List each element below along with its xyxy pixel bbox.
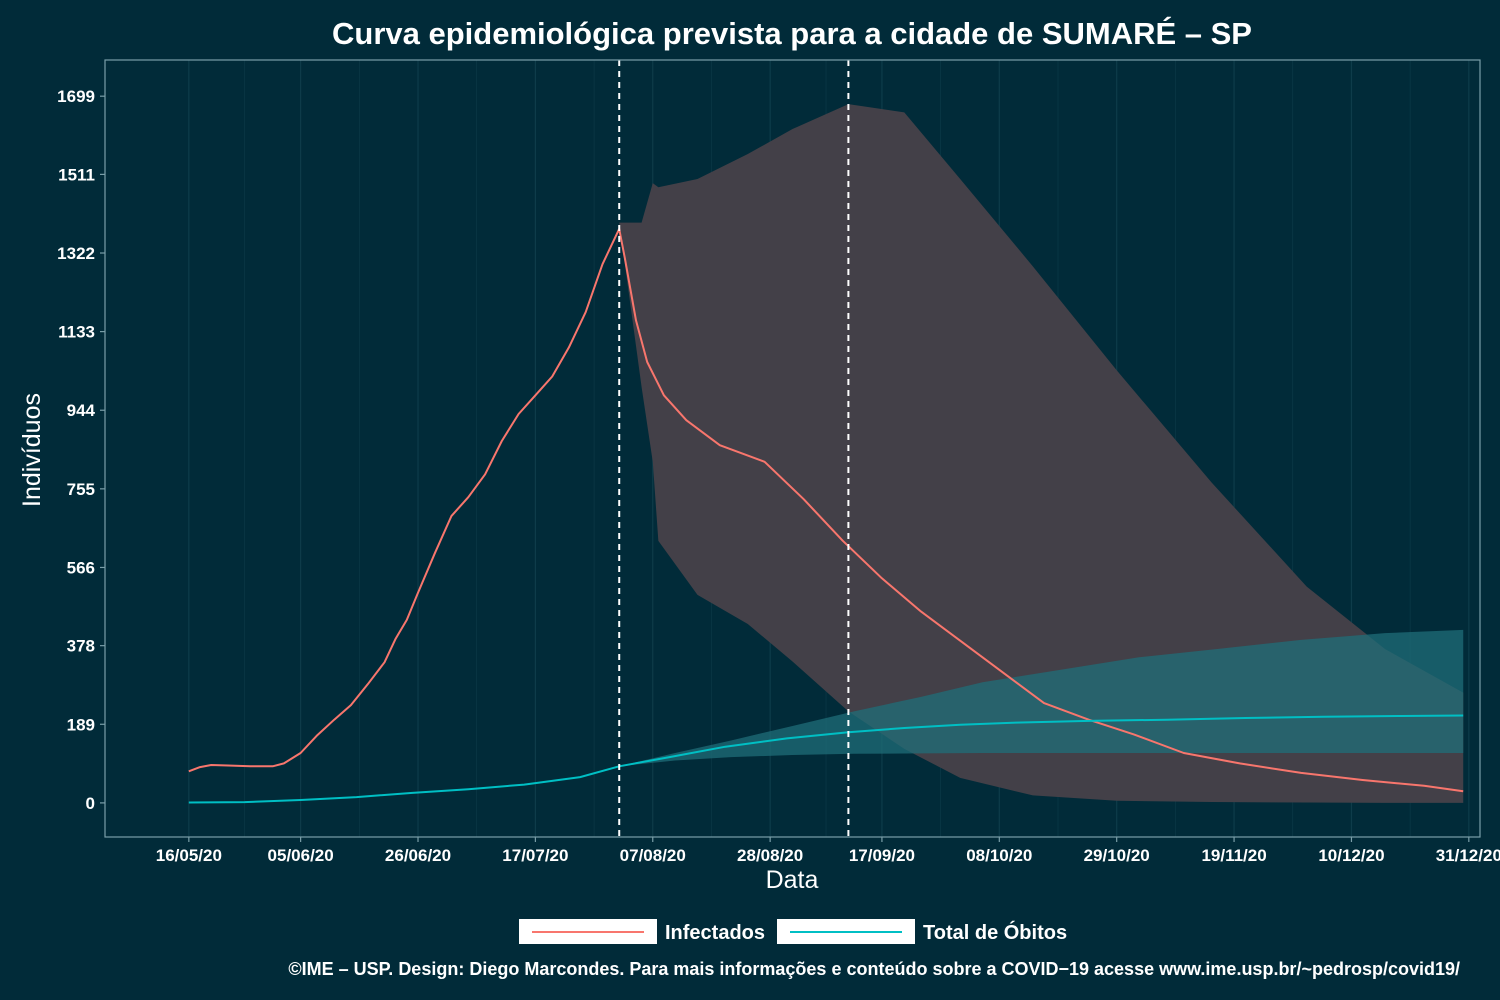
y-axis: 0 189 378 566 755 944 1133 1322 1511 1699 [57, 87, 105, 813]
band-obitos [619, 629, 1464, 767]
chart-title: Curva epidemiológica prevista para a cid… [332, 16, 1252, 51]
x-tick-label: 07/08/20 [620, 846, 686, 865]
x-tick-label: 05/06/20 [268, 846, 334, 865]
x-axis: 16/05/20 05/06/20 26/06/20 17/07/20 07/08/20… [156, 837, 1500, 865]
confidence-bands [619, 104, 1464, 803]
y-tick-label: 566 [67, 558, 95, 577]
band-infectados [619, 104, 1464, 803]
x-tick-label: 16/05/20 [156, 846, 222, 865]
y-tick-label: 1322 [57, 244, 95, 263]
x-tick-label: 28/08/20 [737, 846, 803, 865]
y-tick-label: 189 [67, 715, 95, 734]
reference-lines [618, 60, 850, 837]
y-tick-label: 1699 [57, 87, 95, 106]
legend-label-infectados: Infectados [665, 922, 765, 944]
caption: ©IME – USP. Design: Diego Marcondes. Par… [288, 959, 1460, 979]
y-tick-label: 0 [86, 794, 95, 813]
x-tick-label: 10/12/20 [1318, 846, 1384, 865]
x-tick-label: 08/10/20 [966, 846, 1032, 865]
x-axis-title: Data [766, 866, 819, 894]
y-tick-label: 378 [67, 637, 95, 656]
y-tick-label: 944 [67, 401, 96, 420]
y-tick-label: 1511 [58, 165, 95, 184]
line-infectados [188, 227, 1464, 793]
x-tick-label: 29/10/20 [1084, 846, 1150, 865]
x-tick-label: 26/06/20 [385, 846, 451, 865]
x-tick-label: 31/12/20 [1436, 846, 1500, 865]
line-obitos [188, 714, 1464, 804]
y-axis-title: Indivíduos [18, 393, 46, 507]
x-tick-label: 19/11/20 [1201, 846, 1266, 865]
series-lines [188, 227, 1464, 804]
legend: Infectados Total de Óbitos [519, 919, 1067, 944]
plot-frame [104, 59, 1481, 838]
y-tick-label: 1133 [58, 323, 95, 342]
legend-label-obitos: Total de Óbitos [923, 920, 1067, 944]
x-tick-label: 17/09/20 [849, 846, 915, 865]
x-tick-label: 17/07/20 [502, 846, 568, 865]
y-tick-label: 755 [67, 480, 95, 499]
